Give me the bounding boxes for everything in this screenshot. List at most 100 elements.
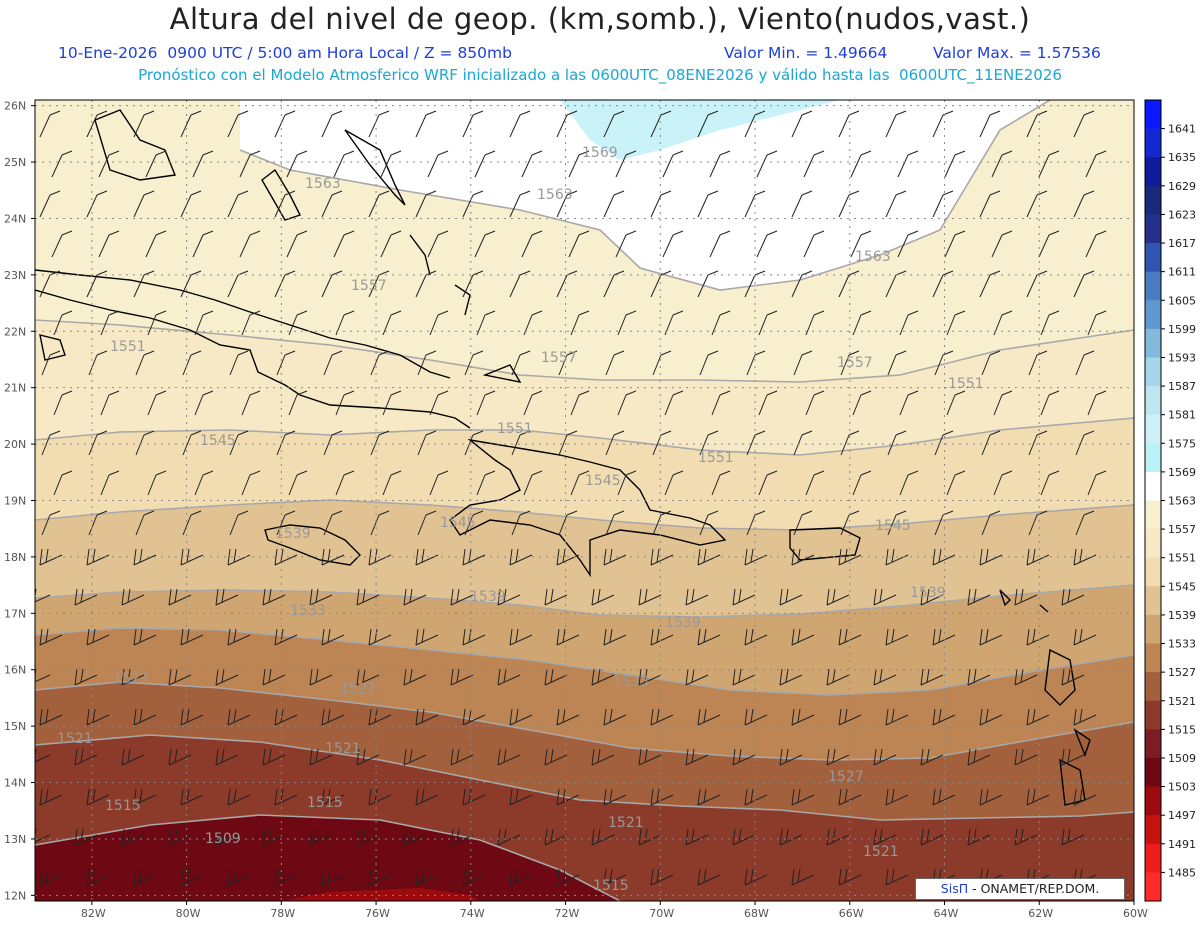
colorbar-swatch (1145, 500, 1161, 530)
wind-barb (685, 668, 709, 686)
wind-barb (1026, 708, 1050, 726)
wind-barb (333, 150, 355, 178)
contour-label: 1563 (537, 187, 573, 203)
wind-barb (652, 510, 672, 536)
wind-barb (180, 868, 204, 886)
lat-label: 19N (4, 495, 26, 508)
wind-barb (74, 668, 98, 686)
wind-barb (86, 788, 110, 806)
wind-barb (276, 350, 296, 376)
wind-barb (86, 708, 110, 726)
wind-barb (192, 230, 214, 258)
wind-barb (887, 430, 907, 456)
wind-barb (450, 668, 474, 686)
contour-label: 1563 (305, 176, 341, 192)
colorbar-label: 1515 (1168, 723, 1196, 736)
colorbar-swatch (1145, 700, 1161, 730)
wind-barb (133, 788, 157, 806)
wind-barb (779, 748, 803, 766)
colorbar-swatch (1145, 786, 1161, 816)
wind-barb (51, 230, 73, 258)
wind-barb (476, 310, 496, 336)
wind-barb (382, 390, 402, 416)
wind-barb (288, 390, 308, 416)
contour-label: 1539 (665, 615, 701, 631)
wind-barb (462, 708, 486, 726)
wind-barb (558, 350, 578, 376)
wind-barb (368, 110, 390, 138)
wind-barb (274, 190, 296, 218)
wind-barb (1026, 190, 1048, 218)
wind-barb (1073, 628, 1097, 646)
wind-barb (168, 828, 192, 846)
contour-label: 1515 (105, 798, 141, 814)
wind-barb (791, 270, 813, 298)
wind-barb (805, 310, 825, 336)
wind-barb (838, 708, 862, 726)
wind-barb (39, 628, 63, 646)
wind-barb (899, 390, 919, 416)
colorbar-swatch (1145, 643, 1161, 673)
wind-barb (464, 510, 484, 536)
wind-barb (182, 510, 202, 536)
lat-label: 17N (4, 607, 26, 620)
wind-barb (603, 110, 625, 138)
wind-barb (1087, 470, 1107, 496)
wind-barb (368, 270, 390, 298)
wind-barb (239, 150, 261, 178)
wind-barb (415, 868, 439, 886)
wind-barb (803, 230, 825, 258)
colorbar-label: 1611 (1168, 266, 1196, 279)
wind-barb (779, 668, 803, 686)
wind-barb (415, 270, 437, 298)
wind-barb (887, 350, 907, 376)
contour-label: 1521 (57, 731, 93, 747)
wind-barb (744, 788, 768, 806)
wind-barb (885, 868, 909, 886)
wind-barb (86, 270, 108, 298)
wind-barb (309, 828, 333, 846)
wind-barb (135, 350, 155, 376)
wind-barb (180, 110, 202, 138)
colorbar-label: 1545 (1168, 580, 1196, 593)
lon-label: 78W (270, 907, 295, 920)
wind-barb (241, 470, 261, 496)
contour-label: 1527 (113, 671, 149, 687)
wind-barb (403, 828, 427, 846)
wind-barb (744, 110, 766, 138)
wind-barb (638, 748, 662, 766)
wind-barb (826, 588, 850, 606)
wind-barb (544, 588, 568, 606)
wind-barb (286, 150, 308, 178)
wind-barb (497, 748, 521, 766)
colorbar-label: 1533 (1168, 638, 1196, 651)
wind-barb (897, 230, 919, 258)
wind-barb (899, 310, 919, 336)
wind-barb (556, 868, 580, 886)
wind-barb (1028, 510, 1048, 536)
wind-barb (1026, 270, 1048, 298)
wind-barb (979, 270, 1001, 298)
wind-barb (650, 868, 674, 886)
wind-barb (664, 390, 684, 416)
wind-barb (497, 588, 521, 606)
wind-barb (370, 350, 390, 376)
lat-label: 21N (4, 382, 26, 395)
wind-barb (380, 150, 402, 178)
wind-barb (979, 628, 1003, 646)
colorbar-label: 1551 (1168, 552, 1196, 565)
wind-barb (570, 310, 590, 336)
wind-barb (826, 828, 850, 846)
colorbar-swatch (1145, 757, 1161, 788)
lon-label: 74W (460, 907, 485, 920)
wind-barb (603, 548, 627, 566)
wind-barb (746, 430, 766, 456)
lon-label: 70W (649, 907, 674, 920)
wind-barb (544, 748, 568, 766)
wind-barb (509, 110, 531, 138)
lat-label: 23N (4, 269, 26, 282)
wind-barb (744, 628, 768, 646)
wind-barb (1026, 110, 1048, 138)
colorbar-swatch (1145, 614, 1161, 645)
wind-barb (274, 270, 296, 298)
